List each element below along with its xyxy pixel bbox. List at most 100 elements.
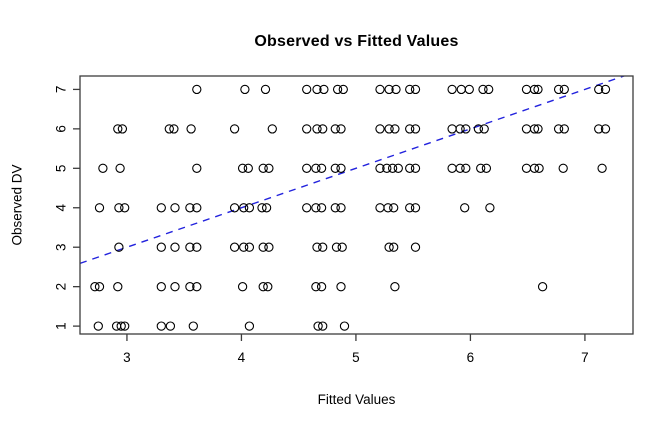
y-tick-label: 5 [54,165,69,173]
y-tick-label: 2 [54,283,69,291]
data-point [170,203,180,213]
data-point [229,242,240,252]
data-point [237,163,248,173]
data-point [391,84,401,95]
data-point [533,84,543,95]
data-point [338,84,348,95]
data-point [594,84,604,95]
data-point [170,242,180,252]
data-point [156,242,166,252]
data-point [316,203,327,213]
data-point [600,84,611,95]
y-tick-label: 6 [54,125,69,133]
data-point [113,282,123,292]
x-axis-label: Fitted Values [317,392,396,407]
x-tick-label: 6 [467,350,475,365]
data-point [316,163,327,173]
data-point [339,321,350,331]
data-point [244,242,255,252]
y-axis-label: Observed DV [9,164,25,246]
data-point [410,84,421,95]
data-point [534,163,544,173]
data-point [405,163,415,173]
data-point [185,203,195,213]
data-point [244,203,255,213]
data-point [311,282,321,292]
data-point [375,163,385,173]
data-point [332,84,343,95]
data-point [312,84,322,95]
data-point [375,124,385,134]
data-point [375,84,385,95]
data-point [302,124,312,134]
data-point [264,242,274,252]
data-point [116,321,126,331]
data-point [521,124,532,134]
data-point [478,84,488,95]
data-point [558,163,568,173]
data-point [553,124,564,134]
data-point [336,282,346,292]
data-point [319,84,329,95]
data-point [389,203,399,213]
data-point [156,282,166,292]
data-point [114,242,124,252]
data-point [479,124,489,134]
data-point [600,124,611,134]
data-point [447,163,457,173]
x-tick-label: 5 [352,350,360,365]
data-point [390,282,400,292]
y-tick-label: 4 [54,204,69,212]
data-point [382,163,392,173]
data-point [597,163,607,173]
data-point [461,163,471,173]
data-point [156,321,166,331]
data-point [94,282,105,292]
data-point [120,203,130,213]
data-point [170,282,180,292]
data-point [559,84,569,95]
data-point [229,124,240,134]
data-point [113,124,123,134]
data-point [383,203,393,213]
data-point [476,163,486,173]
data-point [229,203,240,213]
data-point [330,203,340,213]
data-point [521,84,532,95]
data-point [387,163,398,173]
data-point [384,84,394,95]
data-point [405,124,415,134]
data-point [237,282,248,292]
data-point [302,163,312,173]
data-point [239,242,249,252]
data-point [410,242,421,252]
data-point [185,242,195,252]
chart-title: Observed vs Fitted Values [254,33,459,50]
data-point [261,203,272,213]
data-point [263,282,273,292]
data-point [336,203,346,213]
data-point [456,84,466,95]
data-point [331,242,342,252]
data-point [165,321,176,331]
data-point [481,163,492,173]
data-point [336,124,346,134]
data-point [405,84,415,95]
data-point [115,163,125,173]
data-point [553,84,564,95]
x-tick-label: 4 [238,350,246,365]
data-point [169,124,179,134]
data-point [460,203,470,213]
plot-border [79,75,634,335]
data-point [240,84,250,95]
data-point [410,163,421,173]
data-point [93,321,103,331]
y-tick-label: 3 [54,243,69,251]
data-point [98,163,108,173]
data-point [244,321,255,331]
data-point [390,124,400,134]
data-point [455,124,465,134]
data-point [192,84,202,95]
data-point [529,163,540,173]
